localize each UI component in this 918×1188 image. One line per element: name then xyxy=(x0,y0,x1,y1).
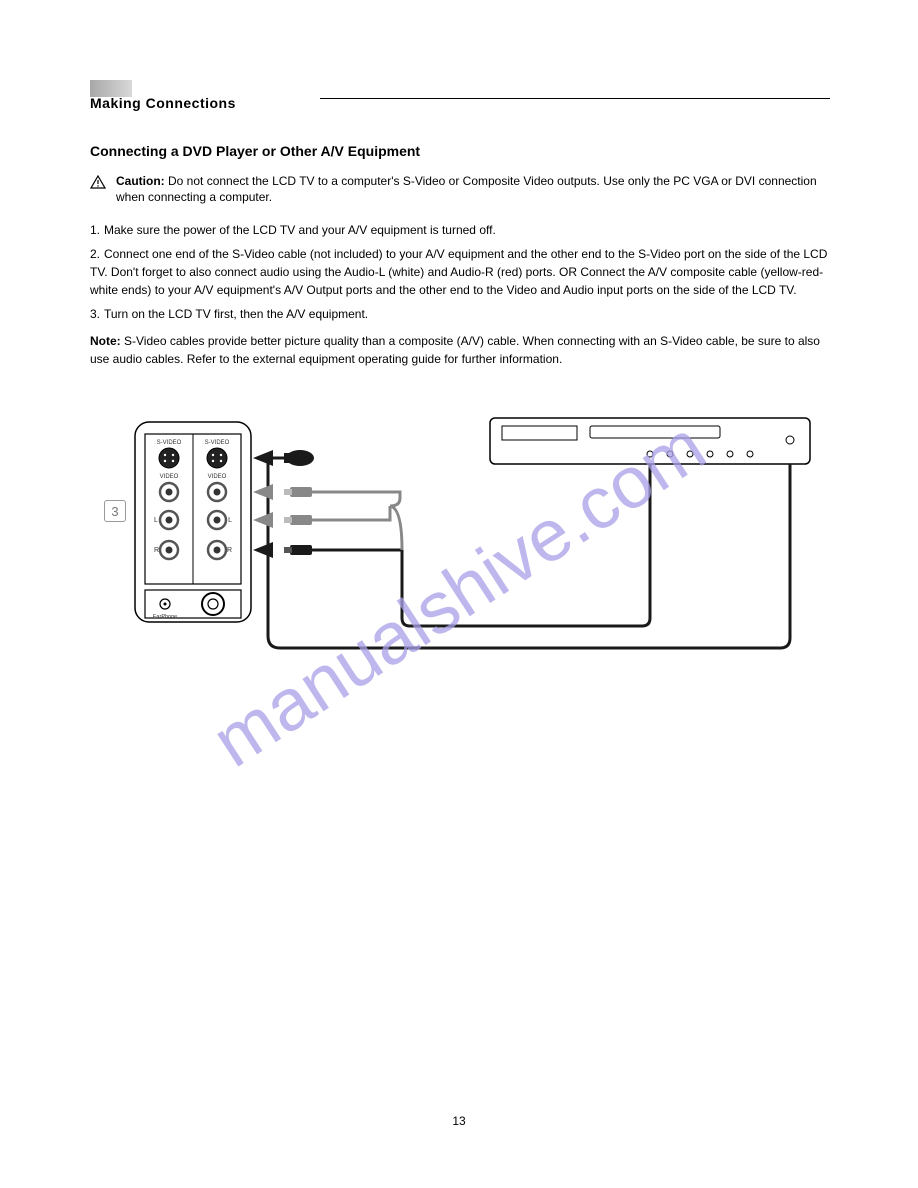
svg-text:VIDEO: VIDEO xyxy=(160,474,179,480)
diagram-svg: S-VIDEO S-VIDEO VIDEO VIDEO L L xyxy=(90,408,830,688)
svg-text:S-VIDEO: S-VIDEO xyxy=(157,440,182,446)
svg-text:S-VIDEO: S-VIDEO xyxy=(205,440,230,446)
caution-text: Caution: Do not connect the LCD TV to a … xyxy=(116,173,828,205)
svg-text:L: L xyxy=(154,517,158,524)
audio-l-cable xyxy=(253,506,390,528)
page-number: 13 xyxy=(452,1114,465,1128)
note-body: S-Video cables provide better picture qu… xyxy=(90,334,820,365)
audio-r-cable xyxy=(253,464,650,626)
step-2: 2.Connect one end of the S-Video cable (… xyxy=(90,245,828,299)
video-cable xyxy=(253,484,400,506)
step-3: 3.Turn on the LCD TV first, then the A/V… xyxy=(90,305,828,323)
port-panel: S-VIDEO S-VIDEO VIDEO VIDEO L L xyxy=(135,422,251,622)
caution-label: Caution: xyxy=(116,174,165,188)
note-label: Note: xyxy=(90,334,121,348)
svg-text:R: R xyxy=(154,547,159,554)
caution-body: Do not connect the LCD TV to a computer'… xyxy=(116,174,817,204)
svg-text:L: L xyxy=(228,517,232,524)
svg-text:R: R xyxy=(227,547,232,554)
panel-number-badge: 3 xyxy=(104,500,126,522)
header-rule xyxy=(320,98,830,99)
warning-icon xyxy=(90,175,106,194)
svg-text:VIDEO: VIDEO xyxy=(208,474,227,480)
caution-block: Caution: Do not connect the LCD TV to a … xyxy=(90,173,828,205)
section-title: Making Connections xyxy=(90,95,236,111)
av-device xyxy=(490,418,810,464)
subsection-title: Connecting a DVD Player or Other A/V Equ… xyxy=(90,143,828,159)
step-1: 1.Make sure the power of the LCD TV and … xyxy=(90,221,828,239)
svg-text:EarPhone: EarPhone xyxy=(153,614,177,620)
connection-diagram: 3 xyxy=(90,408,830,688)
note-block: Note: S-Video cables provide better pict… xyxy=(90,333,828,368)
